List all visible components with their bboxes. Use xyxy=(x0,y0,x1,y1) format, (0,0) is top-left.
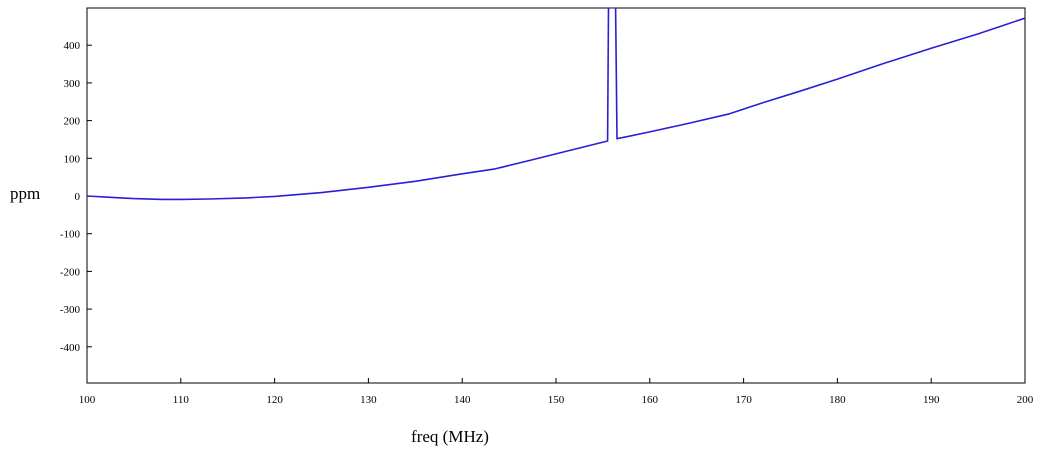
y-tick-label: 100 xyxy=(64,153,81,165)
y-tick-label: 400 xyxy=(64,40,81,52)
series-line-0 xyxy=(87,8,1025,201)
y-axis-title: ppm xyxy=(10,184,40,203)
x-tick-label: 100 xyxy=(79,394,96,406)
x-tick-label: 160 xyxy=(642,394,659,406)
y-tick-label: -100 xyxy=(60,229,81,241)
series-group xyxy=(87,8,1025,201)
x-tick-label: 170 xyxy=(735,394,752,406)
y-tick-label: -400 xyxy=(60,342,81,354)
y-tick-label: 300 xyxy=(64,78,81,90)
x-tick-label: 180 xyxy=(829,394,846,406)
y-tick-label: 200 xyxy=(64,116,81,128)
x-axis: 100 110 120 130 140 150 160 170 180 190 200 xyxy=(79,378,1034,406)
x-tick-label: 140 xyxy=(454,394,471,406)
y-tick-label: 0 xyxy=(75,191,81,203)
y-tick-label: -300 xyxy=(60,304,81,316)
x-tick-label: 200 xyxy=(1017,394,1034,406)
x-tick-label: 150 xyxy=(548,394,565,406)
x-axis-title: freq (MHz) xyxy=(411,427,489,446)
x-tick-label: 110 xyxy=(173,394,190,406)
plot-frame xyxy=(86,7,1026,384)
x-tick-label: 190 xyxy=(923,394,940,406)
y-axis: -400 -300 -200 -100 0 100 200 300 400 xyxy=(60,40,92,354)
x-tick-label: 120 xyxy=(266,394,283,406)
y-tick-label: -200 xyxy=(60,266,81,278)
x-tick-label: 130 xyxy=(360,394,377,406)
